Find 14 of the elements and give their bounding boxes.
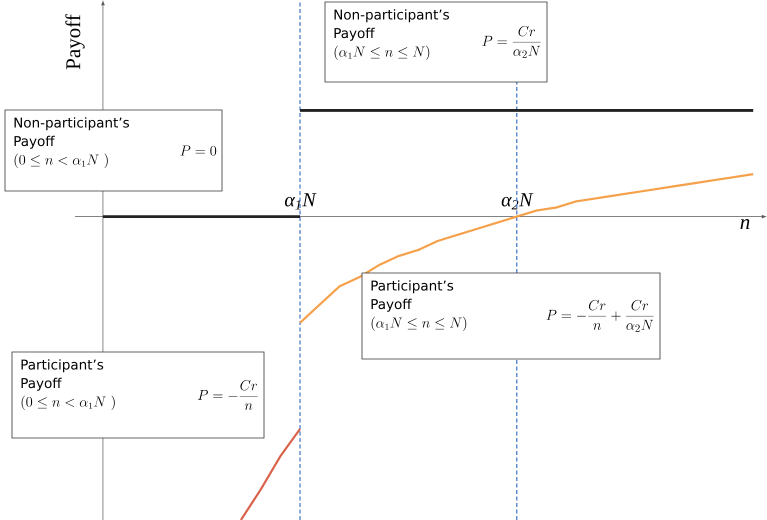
annotation: $(0\le n<\alpha_1 N\ )$ (22, 396, 115, 410)
x-axis-title: n (740, 219, 750, 229)
annotation: Participant’s Payoff (372, 280, 454, 312)
annotation: Participant’s Payoff (22, 359, 104, 391)
annotation: $(\alpha_1 N\le n\le N)$ (372, 316, 466, 332)
annotation: $P=-\frac{Cr}{n}$ (198, 380, 258, 410)
text: $P=\frac{Cr}{\alpha_2 N}$ (482, 26, 541, 58)
annotation: $P=0$ (180, 146, 216, 156)
y-axis-title: Payoff (65, 14, 85, 70)
text: $(\alpha_1 N\le n\le N)$ (334, 46, 430, 60)
annotation: Non-participant’s Payoff (14, 117, 129, 149)
annotation: $(0\le n<\alpha_1 N\ )$ (14, 154, 108, 168)
text: Non-participant’s Payoff (334, 9, 449, 41)
annotation: $P=-\frac{Cr}{n}+\frac{Cr}{\alpha_2 N}$ (546, 300, 654, 332)
